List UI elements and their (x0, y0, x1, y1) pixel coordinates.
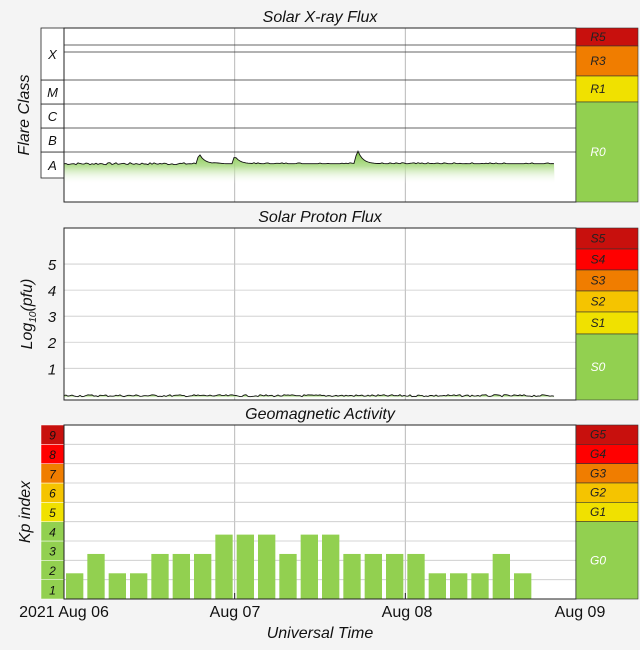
kp-label-2: 2 (48, 564, 56, 578)
kp-bar (322, 534, 340, 599)
xray-class-label-a: A (47, 158, 57, 173)
geomag-scale-label-g3: G3 (590, 466, 606, 480)
geomag-scale-label-g4: G4 (590, 447, 606, 461)
kp-label-5: 5 (49, 506, 56, 520)
geomag-scale-g4 (575, 444, 639, 464)
kp-bar (364, 553, 382, 599)
kp-bar (194, 553, 212, 599)
kp-bar (130, 573, 148, 599)
kp-bar (215, 534, 233, 599)
geomag-scale-g5 (575, 424, 639, 445)
xray-class-label-x: X (47, 47, 58, 62)
xray-scale-label-r3: R3 (590, 54, 606, 68)
geomag-scale-label-g2: G2 (590, 486, 606, 500)
kp-label-6: 6 (49, 487, 56, 501)
xray-class-label-b: B (48, 133, 57, 148)
proton-tick-label: 3 (48, 309, 57, 326)
kp-label-9: 9 (49, 429, 56, 443)
xray-class-label-c: C (48, 109, 58, 124)
xray-title: Solar X-ray Flux (263, 9, 379, 26)
kp-label-1: 1 (49, 583, 56, 597)
xray-scale-label-r5: R5 (590, 30, 606, 44)
proton-scale-s1 (575, 311, 639, 335)
kp-bar (428, 573, 446, 599)
kp-bar (279, 553, 297, 599)
proton-scale-label-s3: S3 (591, 274, 606, 288)
kp-bar (386, 553, 404, 599)
x-axis-label: Universal Time (267, 625, 374, 642)
xray-flux-line (63, 150, 555, 166)
proton-flux-line (63, 394, 555, 398)
geomag-scale-g2 (575, 482, 639, 503)
proton-ylabel: Log10(pfu) (19, 279, 39, 350)
kp-bar (108, 573, 126, 599)
xray-scale-r3 (575, 45, 639, 77)
proton-scale-s2 (575, 290, 639, 313)
kp-bar (258, 534, 276, 599)
geomag-scale-g1 (575, 502, 639, 522)
kp-label-7: 7 (49, 467, 57, 481)
xray-scale-label-r0: R0 (590, 145, 606, 159)
kp-bar (514, 573, 532, 599)
kp-bar (471, 573, 489, 599)
proton-ylabel-tail: (pfu) (19, 279, 36, 312)
proton-tick-label: 5 (48, 257, 57, 274)
kp-bar (236, 534, 254, 599)
proton-scale-label-s5: S5 (591, 232, 606, 246)
proton-scale-label-s2: S2 (591, 295, 606, 309)
geomag-scale-g3 (575, 463, 639, 484)
kp-label-8: 8 (49, 448, 56, 462)
xray-scale-label-r1: R1 (590, 82, 605, 96)
proton-scale-label-s1: S1 (591, 316, 606, 330)
x-tick-label: Aug 08 (382, 604, 433, 621)
proton-tick-label: 1 (48, 361, 56, 378)
xray-scale-r5 (575, 27, 639, 47)
geomag-plot-area (64, 425, 576, 599)
proton-scale-s4 (575, 248, 639, 271)
x-tick-label: Aug 07 (210, 604, 261, 621)
proton-scale-label-s4: S4 (591, 253, 606, 267)
proton-scale-s3 (575, 269, 639, 292)
kp-label-4: 4 (49, 525, 56, 539)
kp-bar (66, 573, 84, 599)
proton-plot-area (64, 228, 576, 400)
kp-bar (172, 553, 190, 599)
xray-class-label-m: M (47, 85, 58, 100)
xray-ylabel: Flare Class (16, 75, 33, 156)
kp-bar (492, 553, 510, 599)
kp-bar (450, 573, 468, 599)
proton-tick-label: 4 (48, 283, 56, 300)
geomag-ylabel: Kp index (17, 480, 34, 543)
proton-title: Solar Proton Flux (258, 209, 383, 226)
proton-scale-s0 (575, 333, 639, 401)
geomag-scale-label-g5: G5 (590, 428, 606, 442)
proton-ylabel-main: Log (19, 323, 36, 350)
x-tick-label: 2021 Aug 06 (19, 604, 109, 621)
xray-scale-r0 (575, 101, 639, 203)
proton-scale-s5 (575, 227, 639, 250)
xray-scale-r1 (575, 75, 639, 103)
geomag-title: Geomagnetic Activity (245, 406, 396, 423)
kp-bar (300, 534, 318, 599)
proton-scale-label-s0: S0 (591, 360, 606, 374)
geomag-scale-g0 (575, 521, 639, 600)
kp-bar (151, 553, 169, 599)
kp-bar (87, 553, 105, 599)
kp-bar (343, 553, 361, 599)
proton-ylabel-sub: 10 (28, 311, 39, 323)
proton-tick-label: 2 (47, 335, 57, 352)
x-tick-label: Aug 09 (555, 604, 606, 621)
kp-label-3: 3 (49, 545, 56, 559)
geomag-scale-label-g1: G1 (590, 505, 606, 519)
xray-flux-area (64, 151, 555, 184)
kp-bar (407, 553, 425, 599)
geomag-scale-label-g0: G0 (590, 553, 606, 567)
